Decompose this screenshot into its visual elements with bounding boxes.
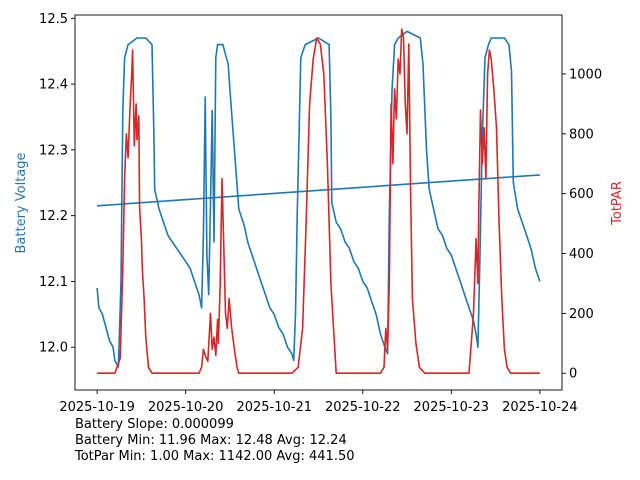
right-tick-label: 400 (569, 247, 594, 262)
right-axis-label: TotPAR (610, 181, 625, 226)
totpar-stats-text: TotPar Min: 1.00 Max: 1142.00 Avg: 441.5… (75, 449, 355, 464)
x-tick-label: 2025-10-20 (148, 400, 224, 415)
left-axis-ticks: 12.0 12.1 12.2 12.3 12.4 12.5 (39, 12, 75, 356)
x-axis-ticks: 2025-10-19 2025-10-20 2025-10-21 2025-10-22… (59, 390, 578, 415)
right-tick-label: 0 (569, 367, 577, 382)
left-axis-label: Battery Voltage (14, 152, 29, 253)
x-tick-label: 2025-10-19 (59, 400, 135, 415)
right-tick-label: 200 (569, 307, 594, 322)
left-tick-label: 12.2 (39, 209, 68, 224)
x-tick-label: 2025-10-24 (502, 400, 578, 415)
battery-stats-text: Battery Min: 11.96 Max: 12.48 Avg: 12.24 (75, 433, 347, 448)
series-line-2 (97, 28, 540, 375)
right-tick-label: 800 (569, 127, 594, 142)
left-tick-label: 12.5 (39, 12, 68, 27)
stats-block: Battery Slope: 0.000099 Battery Min: 11.… (75, 417, 355, 465)
left-tick-label: 12.0 (39, 341, 68, 356)
right-tick-label: 600 (569, 187, 594, 202)
x-tick-label: 2025-10-23 (414, 400, 490, 415)
plot-frame (74, 14, 563, 391)
x-tick-label: 2025-10-22 (325, 400, 401, 415)
battery-slope-text: Battery Slope: 0.000099 (75, 417, 234, 432)
plot-lines (96, 28, 541, 375)
left-tick-label: 12.4 (39, 78, 68, 93)
right-axis-ticks: 0 200 400 600 800 1000 (562, 67, 602, 382)
series-line-1 (97, 174, 540, 207)
left-tick-label: 12.1 (39, 275, 68, 290)
left-tick-label: 12.3 (39, 143, 68, 158)
right-tick-label: 1000 (569, 67, 602, 82)
x-tick-label: 2025-10-21 (236, 400, 312, 415)
series-line-0 (96, 30, 541, 368)
